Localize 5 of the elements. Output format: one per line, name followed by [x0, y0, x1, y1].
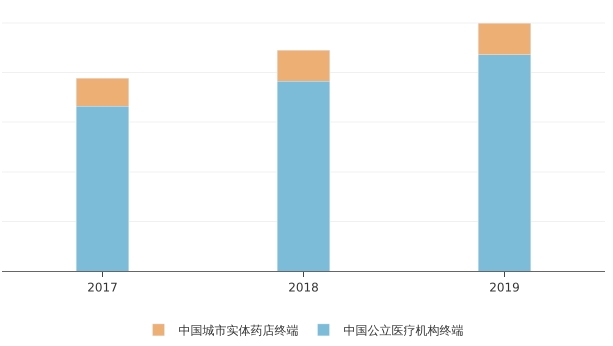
x-tick-label: 2019: [489, 280, 520, 294]
x-tick-label: 2017: [87, 280, 118, 294]
legend-label: 中国公立医疗机构终端: [344, 324, 464, 338]
x-tick-label: 2018: [288, 280, 319, 294]
legend-label: 中国城市实体药店终端: [178, 324, 298, 338]
